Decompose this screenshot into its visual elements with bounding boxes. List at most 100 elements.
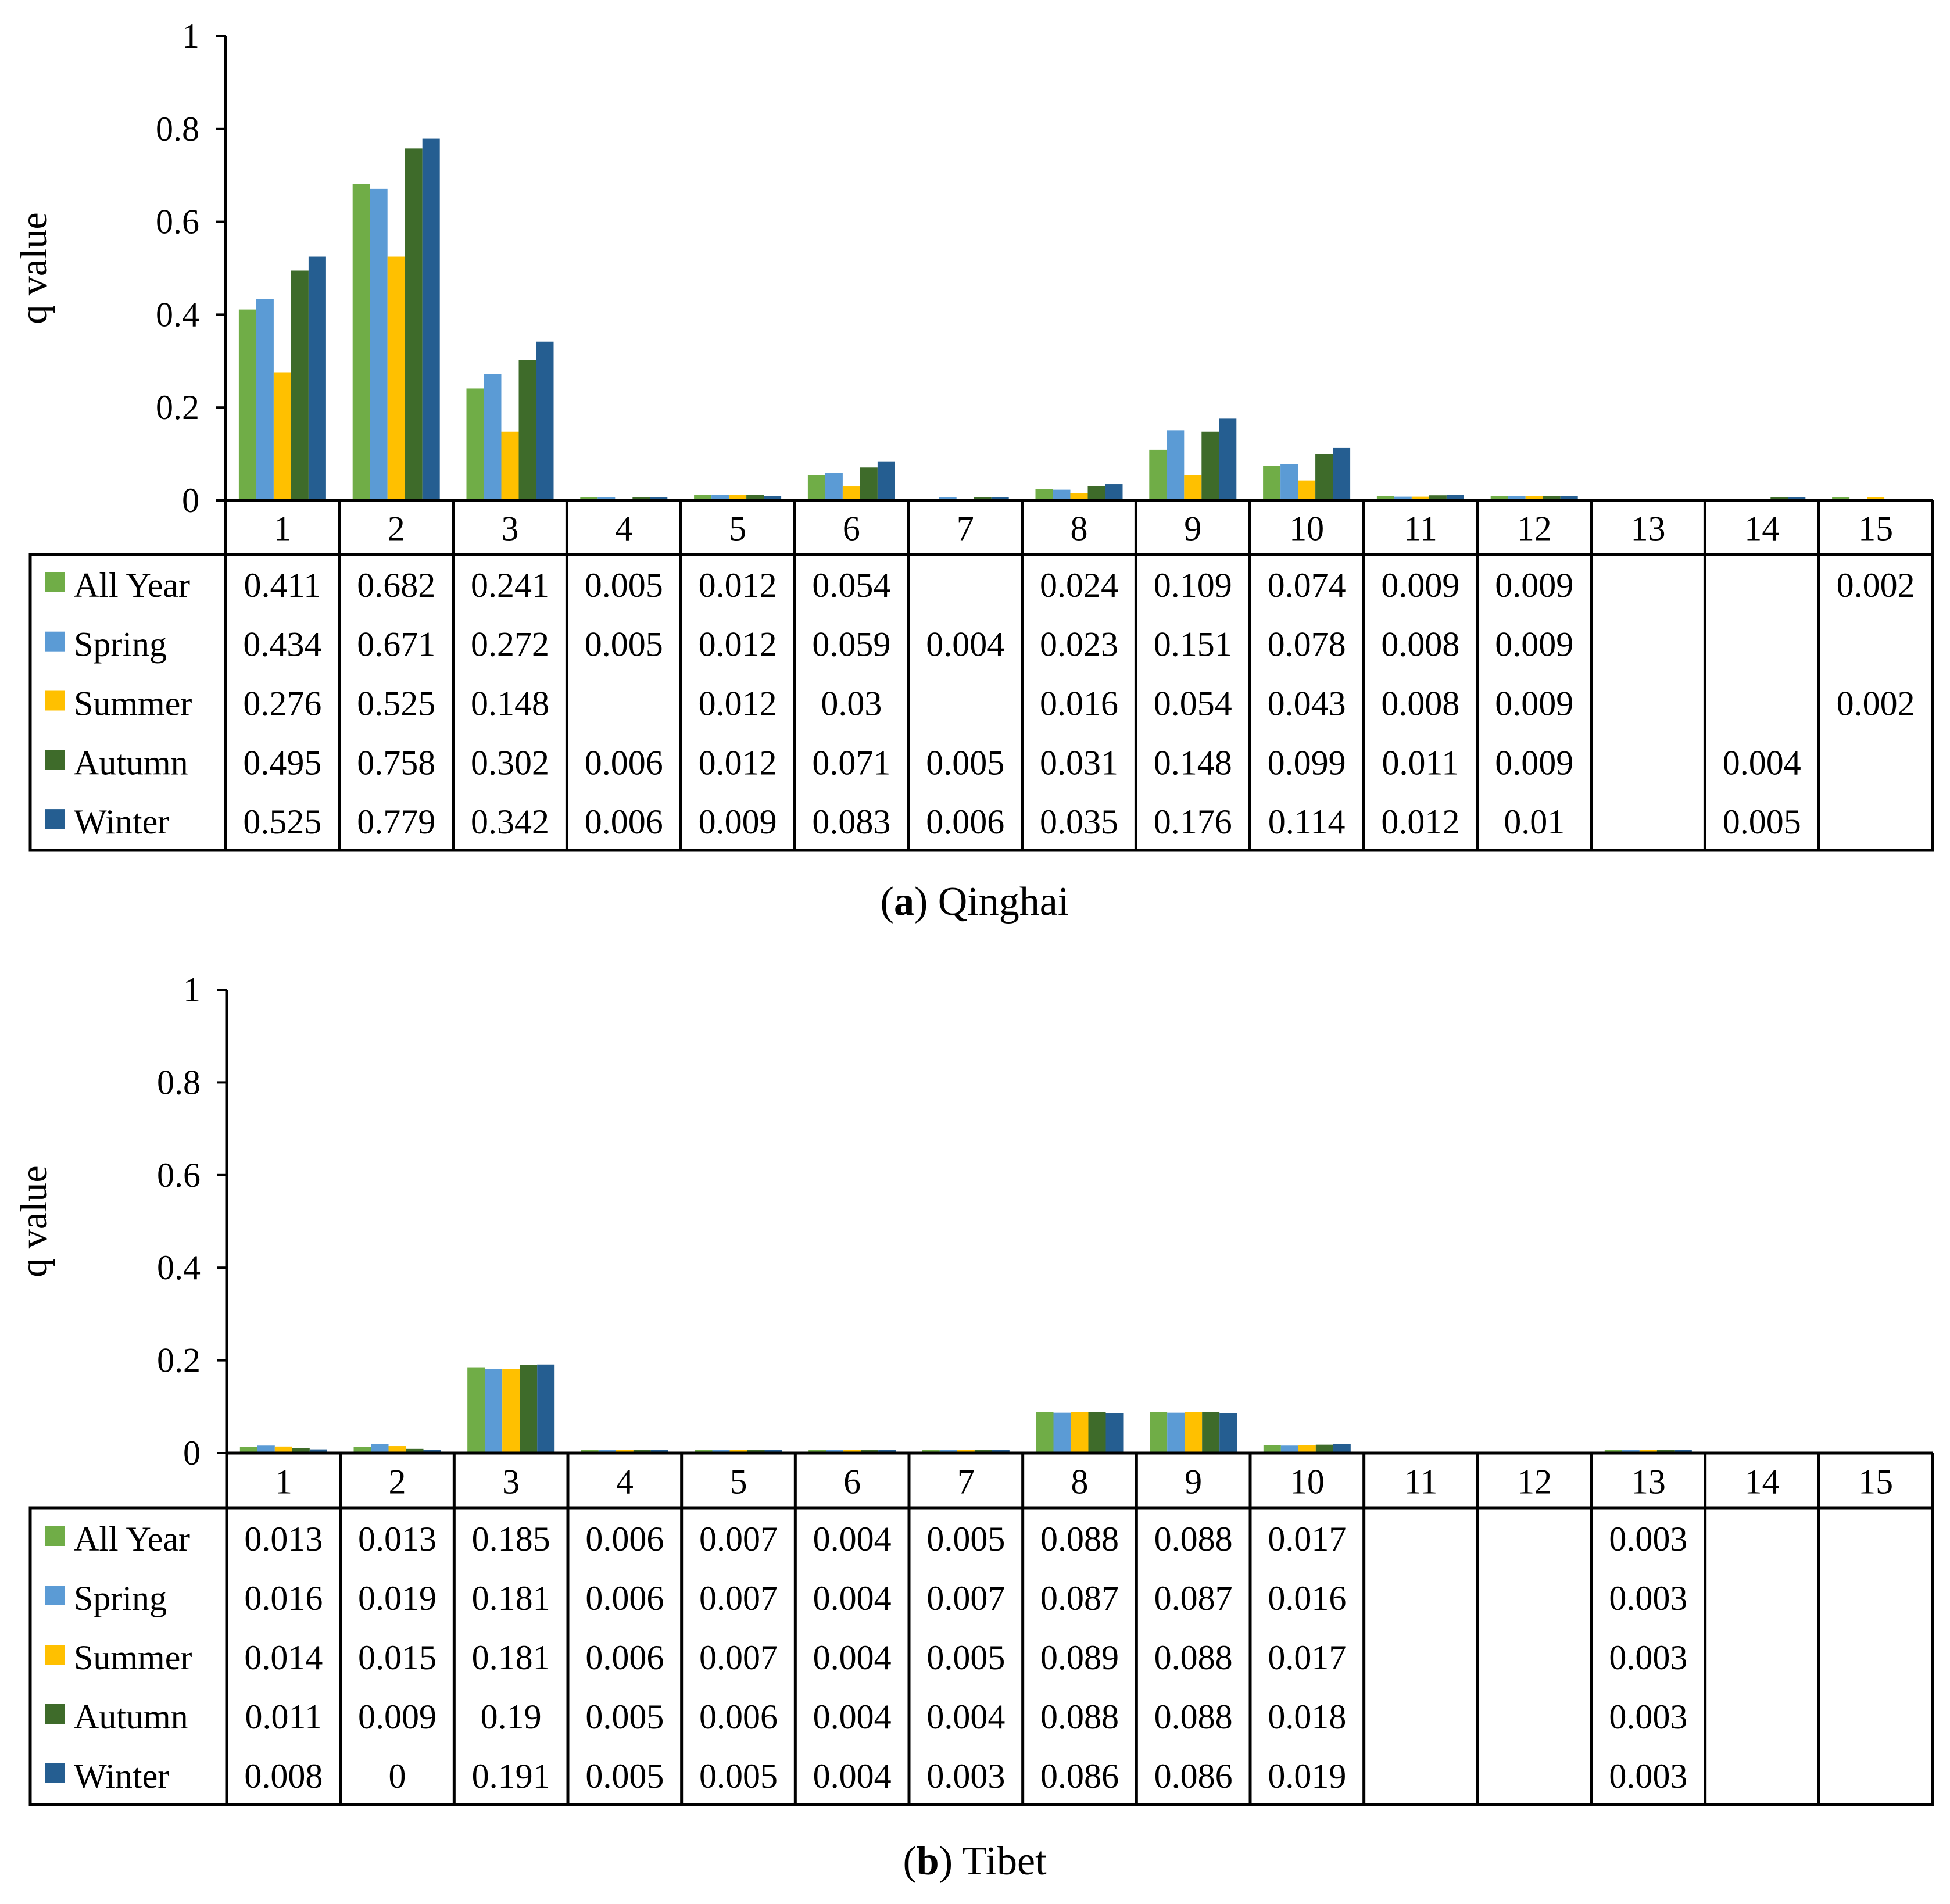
data-label: 0.003 bbox=[1609, 1698, 1687, 1736]
x-tick-label: 11 bbox=[1404, 510, 1437, 548]
legend-label: Spring bbox=[74, 625, 167, 664]
legend-swatch-spring bbox=[45, 1586, 65, 1605]
data-label: 0.071 bbox=[812, 743, 890, 782]
bar-b-winter-4 bbox=[650, 1450, 668, 1453]
bar-b-all-year-8 bbox=[1036, 1412, 1054, 1453]
bar-b-summer-3 bbox=[502, 1369, 520, 1453]
data-label: 0.004 bbox=[813, 1638, 892, 1677]
x-tick-label: 3 bbox=[502, 510, 519, 548]
x-tick-label: 14 bbox=[1744, 510, 1779, 548]
data-label: 0.009 bbox=[1381, 566, 1459, 604]
legend-label: Winter bbox=[74, 1757, 169, 1795]
data-label: 0.005 bbox=[699, 1757, 778, 1795]
data-label: 0.013 bbox=[244, 1520, 323, 1558]
bar-a-all-year-9 bbox=[1149, 449, 1167, 500]
data-label: 0.013 bbox=[358, 1520, 436, 1558]
data-label: 0.276 bbox=[243, 685, 321, 723]
bar-a-autumn-3 bbox=[518, 360, 536, 500]
data-label: 0.012 bbox=[1381, 803, 1459, 841]
data-label: 0.006 bbox=[699, 1698, 778, 1736]
data-label: 0.086 bbox=[1154, 1757, 1233, 1795]
y-tick-label: 0 bbox=[182, 481, 199, 520]
x-tick-label: 9 bbox=[1185, 1463, 1202, 1501]
data-label: 0.006 bbox=[585, 803, 663, 841]
x-tick-label: 15 bbox=[1858, 510, 1893, 548]
data-label: 0.114 bbox=[1268, 803, 1346, 841]
bar-b-summer-10 bbox=[1298, 1445, 1316, 1453]
data-label: 0.087 bbox=[1154, 1579, 1233, 1617]
x-tick-label: 8 bbox=[1071, 1463, 1089, 1501]
data-label: 0.004 bbox=[813, 1757, 892, 1795]
bar-a-winter-8 bbox=[1105, 484, 1123, 500]
data-label: 0.002 bbox=[1837, 685, 1915, 723]
data-label: 0.009 bbox=[1495, 685, 1573, 723]
data-label: 0.017 bbox=[1268, 1638, 1346, 1677]
data-label: 0.03 bbox=[821, 685, 882, 723]
data-label: 0.015 bbox=[358, 1638, 436, 1677]
data-label: 0.087 bbox=[1040, 1579, 1119, 1617]
x-tick-label: 4 bbox=[616, 1463, 634, 1501]
y-tick-label: 0.8 bbox=[157, 1063, 201, 1101]
bar-a-winter-10 bbox=[1333, 447, 1351, 500]
x-tick-label: 12 bbox=[1517, 1463, 1552, 1501]
y-tick-label: 0.4 bbox=[156, 295, 199, 334]
x-tick-label: 13 bbox=[1631, 510, 1666, 548]
bar-a-summer-12 bbox=[1525, 496, 1543, 500]
bar-a-all-year-8 bbox=[1035, 489, 1053, 500]
x-tick-label: 15 bbox=[1858, 1463, 1893, 1501]
bar-a-autumn-2 bbox=[405, 148, 423, 500]
x-tick-label: 13 bbox=[1631, 1463, 1666, 1501]
bar-b-all-year-9 bbox=[1150, 1412, 1168, 1453]
data-label: 0.434 bbox=[243, 625, 321, 664]
bar-b-autumn-4 bbox=[633, 1450, 651, 1453]
bar-b-summer-8 bbox=[1071, 1412, 1089, 1453]
data-label: 0.078 bbox=[1268, 625, 1346, 664]
data-label: 0.006 bbox=[585, 743, 663, 782]
legend-swatch-summer bbox=[45, 690, 65, 711]
bar-b-autumn-13 bbox=[1656, 1450, 1675, 1453]
bar-a-spring-11 bbox=[1394, 496, 1412, 500]
y-tick-label: 0.6 bbox=[156, 203, 199, 241]
bar-b-autumn-2 bbox=[406, 1448, 424, 1453]
bar-a-spring-12 bbox=[1508, 496, 1526, 500]
data-label: 0.019 bbox=[1268, 1757, 1346, 1795]
x-tick-label: 7 bbox=[957, 1463, 975, 1501]
bar-a-autumn-9 bbox=[1201, 431, 1219, 500]
bar-a-spring-2 bbox=[370, 188, 388, 501]
x-tick-label: 5 bbox=[730, 1463, 747, 1501]
bar-a-autumn-12 bbox=[1543, 496, 1561, 500]
legend-label: Summer bbox=[74, 1638, 192, 1677]
bar-a-all-year-1 bbox=[238, 309, 256, 500]
data-label: 0.525 bbox=[357, 685, 435, 723]
bar-a-all-year-15 bbox=[1832, 497, 1850, 500]
legend-label: Summer bbox=[74, 685, 192, 723]
bar-b-all-year-13 bbox=[1604, 1450, 1622, 1453]
bar-a-all-year-11 bbox=[1376, 496, 1394, 500]
bar-b-winter-5 bbox=[764, 1450, 782, 1453]
data-label: 0.003 bbox=[1609, 1520, 1687, 1558]
legend-swatch-autumn bbox=[45, 750, 65, 770]
bar-a-autumn-1 bbox=[291, 270, 309, 500]
data-label: 0.181 bbox=[472, 1579, 550, 1617]
legend-swatch-winter bbox=[45, 809, 65, 829]
data-label: 0.002 bbox=[1837, 566, 1915, 604]
data-label: 0.007 bbox=[699, 1638, 778, 1677]
bar-a-all-year-4 bbox=[580, 497, 598, 500]
data-label: 0.007 bbox=[699, 1579, 778, 1617]
bar-b-autumn-3 bbox=[520, 1365, 538, 1453]
bar-b-autumn-10 bbox=[1315, 1444, 1333, 1453]
x-tick-label: 2 bbox=[388, 510, 405, 548]
bar-b-all-year-3 bbox=[467, 1367, 485, 1453]
x-tick-label: 3 bbox=[502, 1463, 520, 1501]
bar-b-spring-8 bbox=[1053, 1412, 1071, 1453]
data-label: 0.495 bbox=[243, 743, 321, 782]
x-tick-label: 9 bbox=[1184, 510, 1201, 548]
bar-a-winter-4 bbox=[650, 497, 668, 500]
bar-a-spring-3 bbox=[484, 374, 502, 500]
bar-b-spring-10 bbox=[1280, 1445, 1298, 1453]
bar-a-spring-1 bbox=[256, 299, 274, 500]
data-label: 0.054 bbox=[1154, 685, 1232, 723]
caption-text: Tibet bbox=[962, 1839, 1047, 1884]
bar-b-summer-5 bbox=[729, 1450, 747, 1453]
